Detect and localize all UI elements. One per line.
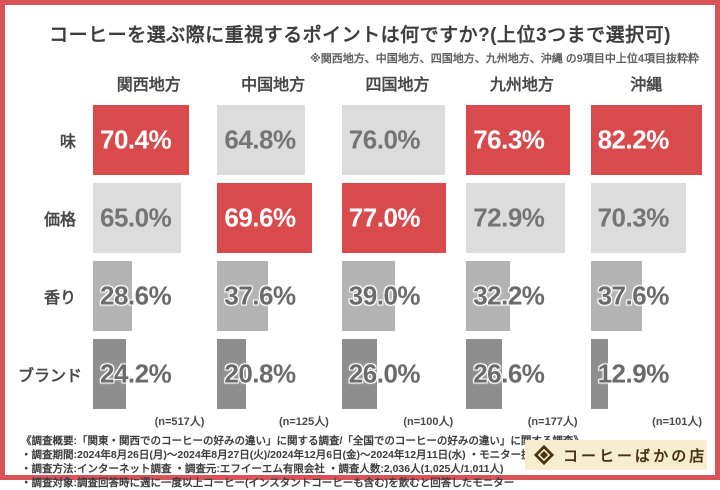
bar-highlighted (217, 183, 312, 253)
bar-cell: 76.3% (466, 105, 577, 175)
bar (466, 339, 503, 409)
survey-method-line: ・調査方法:インターネット調査 ・調査元:エフイーエム有限会社 ・調査人数:2,… (21, 463, 504, 475)
bar-value: 70.3% (597, 202, 670, 233)
bar (217, 339, 246, 409)
bar-value: 72.9% (473, 202, 545, 233)
chart-row-0: 味 70.4% 64.8% 76.0% 76.3% 82.2% (18, 105, 702, 175)
bar-value: 26.0% (348, 358, 421, 389)
row-label: 味 (59, 134, 76, 151)
bar-cell: 26.0% (341, 339, 453, 409)
bar-cell: 72.9% (466, 183, 577, 253)
bar-highlighted (93, 105, 189, 175)
bar-cell: 39.0% (341, 261, 453, 331)
column-header-kyushu: 九州地方 (489, 77, 554, 94)
chart-row-1: 価格 65.0% 69.6% 77.0% 72.9% 70.3% (18, 183, 702, 253)
bar-value: 28.6% (100, 280, 172, 311)
chart-area: 関西地方 中国地方 四国地方 九州地方 沖縄 味 70.4% 64.8% 76.0% 7… (5, 75, 715, 429)
bar (93, 339, 126, 409)
bar (341, 339, 378, 409)
bar-cell: 26.6% (466, 339, 577, 409)
bar (93, 183, 182, 253)
bar (590, 183, 687, 253)
bar-cell: 64.8% (217, 105, 328, 175)
sample-size-shikoku: (n=100人) (403, 416, 454, 428)
bar-cell: 20.8% (217, 339, 328, 409)
shop-logo: コーヒーばかの店 (525, 440, 707, 470)
sample-size-kansai: (n=517人) (154, 416, 205, 428)
sample-size-okinawa: (n=101人) (652, 416, 702, 428)
bar (217, 105, 306, 175)
bar-cell: 70.3% (590, 183, 702, 253)
bar-highlighted (466, 105, 570, 175)
bar-value: 70.4% (100, 124, 172, 155)
bar-value: 12.9% (597, 358, 670, 389)
column-header-kansai: 関西地方 (116, 77, 181, 94)
bar (93, 261, 132, 331)
bar-cell: 69.6% (217, 183, 328, 253)
chart-row-2: 香り 28.6% 37.6% 39.0% 32.2% 37.6% (18, 261, 702, 331)
bar-cell: 65.0% (93, 183, 204, 253)
column-header-row: 関西地方 中国地方 四国地方 九州地方 沖縄 (18, 75, 702, 97)
bar-cell: 24.2% (93, 339, 204, 409)
bar-cell: 37.6% (590, 261, 702, 331)
bar-value: 20.8% (224, 358, 296, 389)
bar-highlighted (590, 105, 702, 175)
subtitle-note: ※関西地方、中国地方、四国地方、九州地方、沖縄 の9項目中上位4項目抜粋粋 (310, 53, 699, 65)
bar (466, 183, 566, 253)
row-label: ブランド (18, 368, 83, 385)
bar-cell: 76.0% (341, 105, 453, 175)
bar-value: 65.0% (100, 202, 172, 233)
survey-overview-line: 《調査概要:「関東・関西でのコーヒーの好みの違い」に関する調査/「全国でのコーヒ… (21, 435, 584, 447)
chart-row-3: ブランド 24.2% 20.8% 26.0% 26.6% 12.9% (18, 339, 702, 409)
survey-period-line: ・調査期間:2024年8月26日(月)〜2024年8月27日(火)/2024年1… (21, 449, 639, 461)
bar-cell: 70.4% (93, 105, 204, 175)
column-header-okinawa: 沖縄 (630, 77, 663, 94)
header-corner (18, 75, 80, 97)
bar (341, 105, 446, 175)
bar-value: 76.3% (473, 124, 545, 155)
bar-cell: 28.6% (93, 261, 204, 331)
sample-size-chugoku: (n=125人) (278, 416, 329, 428)
bar-value: 39.0% (348, 280, 421, 311)
bar-cell: 12.9% (590, 339, 702, 409)
survey-target-line: ・調査対象:調査回答時に週に一度以上コーヒー(インスタントコーヒーも含む)を飲む… (21, 477, 515, 489)
bar (341, 261, 395, 331)
sample-size-kyushu: (n=177人) (527, 416, 578, 428)
shop-logo-text: コーヒーばかの店 (563, 447, 708, 465)
diamond-icon (533, 444, 555, 466)
bar-cell: 82.2% (590, 105, 702, 175)
row-label: 価格 (43, 212, 76, 229)
column-header-shikoku: 四国地方 (365, 77, 430, 94)
page-title: コーヒーを選ぶ際に重視するポイントは何ですか?(上位3つまで選択可) (49, 25, 671, 46)
column-header-chugoku: 中国地方 (241, 77, 306, 94)
bar (590, 261, 642, 331)
bar (466, 261, 510, 331)
bar-value: 26.6% (473, 358, 545, 389)
sample-size-row: (n=517人) (n=125人) (n=100人) (n=177人) (n=1… (18, 413, 702, 429)
sample-corner (18, 413, 80, 429)
chart-rows: 味 70.4% 64.8% 76.0% 76.3% 82.2% 価格 65.0% 69.6% 77… (18, 105, 702, 409)
bar-value: 37.6% (224, 280, 296, 311)
bar-cell: 77.0% (341, 183, 453, 253)
bar-value: 32.2% (473, 280, 545, 311)
bar-value: 24.2% (100, 358, 172, 389)
bar-value: 37.6% (597, 280, 670, 311)
bar-value: 64.8% (224, 124, 296, 155)
bar (217, 261, 269, 331)
bar-value: 82.2% (597, 124, 670, 155)
bar-highlighted (341, 183, 447, 253)
bar-cell: 32.2% (466, 261, 577, 331)
row-label: 香り (43, 290, 76, 307)
bar-value: 69.6% (224, 202, 296, 233)
bar-cell: 37.6% (217, 261, 328, 331)
bar-value: 77.0% (348, 202, 421, 233)
bar-value: 76.0% (348, 124, 421, 155)
bar (590, 339, 609, 409)
